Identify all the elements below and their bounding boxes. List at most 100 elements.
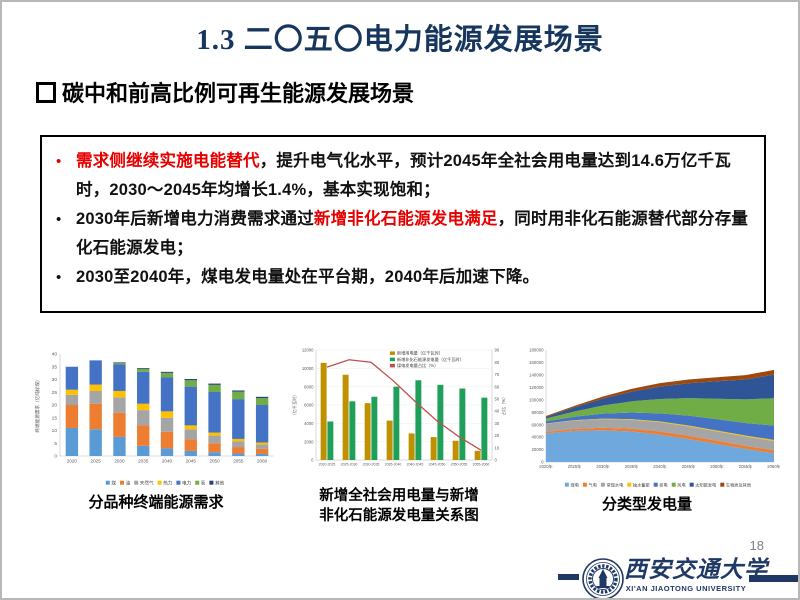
bullet-text: 需求侧继续实施电能替代，提升电气化水平，预计2045年全社会用电量达到14.6万…	[76, 152, 731, 199]
charts-row: 0 5 10 15 20 25 30 35 40 终端能源需求（亿吨标煤） 2020 2025 2030…	[2, 340, 798, 530]
bullet-item: • 需求侧继续实施电能替代，提升电气化水平，预计2045年全社会用电量达到14.6…	[56, 147, 752, 205]
bullet-marker: •	[56, 269, 62, 286]
svg-text:油: 油	[126, 480, 131, 487]
svg-text:2030年: 2030年	[596, 463, 610, 470]
svg-text:新增非化石能源发电量（亿千瓦时）: 新增非化石能源发电量（亿千瓦时）	[397, 356, 464, 363]
chart-new-electricity-relation: 0 2000 4000 6000 8000 10000 12000 0 10 20 30 40 50 60…	[290, 342, 508, 526]
callout-list: • 需求侧继续实施电能替代，提升电气化水平，预计2045年全社会用电量达到14.6…	[56, 147, 752, 292]
svg-text:煤: 煤	[111, 480, 116, 487]
svg-text:12000: 12000	[302, 348, 314, 353]
svg-text:2050: 2050	[209, 459, 220, 464]
svg-text:0: 0	[54, 454, 57, 460]
svg-text:60000: 60000	[532, 422, 545, 427]
bullet-marker: •	[56, 211, 62, 228]
page-number: 18	[749, 538, 764, 553]
svg-text:2060: 2060	[257, 459, 268, 464]
svg-text:占比（%）: 占比（%）	[500, 395, 507, 415]
svg-text:2020-2025: 2020-2025	[319, 463, 336, 467]
svg-text:120000: 120000	[529, 385, 544, 390]
svg-text:风电: 风电	[677, 482, 686, 489]
svg-text:2035年: 2035年	[625, 463, 639, 470]
svg-text:10000: 10000	[302, 366, 314, 371]
svg-text:2045-2050: 2045-2050	[429, 463, 446, 467]
square-bullet-icon	[36, 81, 56, 103]
chart-caption-left: 分品种终端能源需求	[88, 494, 224, 511]
chart-new-electricity-relation-svg: 0 2000 4000 6000 8000 10000 12000 0 10 20 30 40 50 60…	[291, 348, 507, 467]
svg-text:2040-2045: 2040-2045	[407, 463, 424, 467]
svg-text:80: 80	[495, 360, 500, 365]
svg-text:2030-2035: 2030-2035	[363, 463, 380, 467]
svg-text:2025年: 2025年	[568, 463, 582, 470]
svg-text:2045: 2045	[186, 459, 197, 464]
svg-text:2040年: 2040年	[653, 463, 667, 470]
svg-text:终端能源需求（亿吨标煤）: 终端能源需求（亿吨标煤）	[34, 377, 41, 432]
svg-text:15: 15	[52, 415, 58, 421]
svg-text:4000: 4000	[304, 421, 314, 426]
bullet-item: • 2030至2040年，煤电发电量处在平台期，2040年后加速下降。	[56, 263, 752, 292]
svg-text:10: 10	[52, 428, 58, 434]
svg-text:2045年: 2045年	[682, 463, 696, 470]
svg-text:20: 20	[495, 433, 500, 438]
svg-text:2055-2060: 2055-2060	[473, 463, 490, 467]
svg-text:0: 0	[541, 460, 544, 465]
svg-text:2025: 2025	[91, 459, 102, 464]
svg-text:40000: 40000	[532, 435, 545, 440]
svg-text:2035: 2035	[138, 459, 149, 464]
svg-text:20000: 20000	[532, 447, 545, 452]
svg-text:70: 70	[495, 372, 500, 377]
svg-text:2060年: 2060年	[767, 463, 780, 470]
svg-text:核电: 核电	[659, 482, 668, 489]
svg-text:10: 10	[495, 445, 500, 450]
chart-terminal-energy-demand: 0 5 10 15 20 25 30 35 40 终端能源需求（亿吨标煤） 2020 2025 2030…	[32, 346, 280, 513]
svg-text:生物质及其他: 生物质及其他	[726, 482, 752, 489]
university-name-en: XI'AN JIAOTONG UNIVERSITY	[625, 584, 747, 593]
footer-bar-left	[558, 574, 579, 580]
svg-text:2020: 2020	[67, 459, 78, 464]
svg-text:30: 30	[495, 421, 500, 426]
svg-text:氢: 氢	[201, 480, 206, 486]
svg-text:2040: 2040	[162, 459, 173, 464]
svg-text:40: 40	[495, 409, 500, 414]
svg-text:60: 60	[495, 384, 500, 389]
bullet-item: • 2030年后新增电力消费需求通过新增非化石能源发电满足，同时用非化石能源替代部…	[56, 205, 752, 263]
bullet-marker: •	[56, 153, 62, 170]
bullet-text: 2030年后新增电力消费需求通过新增非化石能源发电满足，同时用非化石能源替代部分…	[76, 210, 749, 257]
svg-text:新增用电量（亿千瓦时）: 新增用电量（亿千瓦时）	[397, 350, 443, 357]
svg-text:2025-2030: 2025-2030	[341, 463, 358, 467]
svg-text:0: 0	[311, 458, 314, 463]
svg-text:（亿千瓦时）: （亿千瓦时）	[291, 392, 298, 417]
chart-caption-right: 分类型发电量	[601, 496, 692, 513]
university-logo-icon	[582, 558, 624, 598]
svg-text:气电: 气电	[589, 482, 598, 488]
section-subtitle: 碳中和前高比例可再生能源发展场景	[62, 81, 415, 106]
svg-text:天然气: 天然气	[140, 480, 154, 487]
svg-text:25: 25	[52, 390, 58, 396]
svg-text:90: 90	[495, 348, 500, 353]
bullet-text: 2030至2040年，煤电发电量处在平台期，2040年后加速下降。	[76, 268, 540, 286]
svg-text:2055年: 2055年	[739, 463, 753, 470]
svg-text:2000: 2000	[304, 439, 314, 444]
svg-text:2050-2055: 2050-2055	[451, 463, 468, 467]
svg-text:常规水电: 常规水电	[607, 482, 625, 489]
svg-text:40: 40	[52, 352, 58, 358]
subtitle-row: 碳中和前高比例可再生能源发展场景	[36, 76, 414, 108]
svg-text:5: 5	[54, 441, 57, 447]
svg-text:煤电发电量占比（%）: 煤电发电量占比（%）	[397, 362, 438, 369]
svg-text:2050年: 2050年	[710, 463, 724, 470]
university-name-block: 西安交通大学 XI'AN JIAOTONG UNIVERSITY	[624, 557, 768, 593]
svg-text:0: 0	[495, 458, 498, 463]
svg-text:其他: 其他	[215, 480, 225, 487]
svg-text:50: 50	[495, 396, 500, 401]
svg-text:8000: 8000	[304, 384, 314, 389]
svg-text:煤电: 煤电	[571, 482, 580, 489]
callout-box: • 需求侧继续实施电能替代，提升电气化水平，预计2045年全社会用电量达到14.6…	[40, 135, 766, 313]
chart-generation-by-type-svg: 0 20000 40000 60000 80000 100000 120000 140000 1…	[529, 348, 780, 489]
page-title: 1.3 二〇五〇电力能源发展场景	[196, 24, 604, 56]
svg-text:2035-2040: 2035-2040	[385, 463, 402, 467]
svg-text:热力: 热力	[163, 480, 173, 487]
svg-text:抽水蓄能: 抽水蓄能	[633, 482, 651, 489]
footer-bar-right	[749, 575, 798, 582]
university-name-cn: 西安交通大学	[624, 557, 768, 582]
